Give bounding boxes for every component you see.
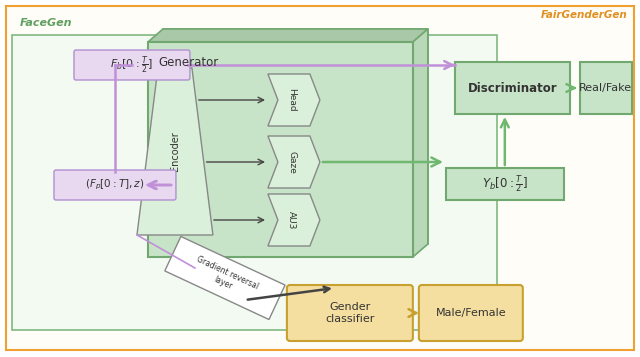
Text: Encoder: Encoder [170, 132, 180, 171]
Bar [446, 168, 564, 200]
Bar [580, 62, 632, 114]
Text: $F_b[0:\frac{T}{2}]$: $F_b[0:\frac{T}{2}]$ [111, 54, 154, 76]
Polygon shape [268, 136, 320, 188]
Polygon shape [268, 194, 320, 246]
Text: Gaze: Gaze [287, 151, 296, 174]
Text: Discriminator: Discriminator [467, 81, 557, 95]
Text: FaceGen: FaceGen [20, 18, 72, 28]
Text: Gradient reversal
layer: Gradient reversal layer [191, 255, 259, 301]
Polygon shape [268, 74, 320, 126]
Text: Head: Head [287, 88, 296, 112]
Text: Real/Fake: Real/Fake [579, 83, 632, 93]
Bar [12, 35, 497, 330]
FancyBboxPatch shape [74, 50, 190, 80]
Text: Male/Female: Male/Female [436, 308, 506, 318]
FancyBboxPatch shape [54, 170, 176, 200]
Text: AU3: AU3 [287, 211, 296, 229]
Polygon shape [163, 29, 428, 244]
FancyBboxPatch shape [287, 285, 413, 341]
Bar [455, 62, 570, 114]
Bar [148, 42, 413, 257]
Text: Gender
classifier: Gender classifier [325, 302, 374, 324]
Polygon shape [413, 29, 428, 257]
FancyBboxPatch shape [419, 285, 523, 341]
Text: $(F_p[0:T], z)$: $(F_p[0:T], z)$ [85, 178, 145, 192]
Text: $Y_b[0:\frac{T}{2}]$: $Y_b[0:\frac{T}{2}]$ [482, 173, 527, 195]
Polygon shape [165, 236, 285, 320]
Text: Generator: Generator [158, 56, 218, 69]
Polygon shape [137, 68, 213, 235]
Text: FairGenderGen: FairGenderGen [541, 10, 628, 20]
Polygon shape [148, 29, 428, 42]
